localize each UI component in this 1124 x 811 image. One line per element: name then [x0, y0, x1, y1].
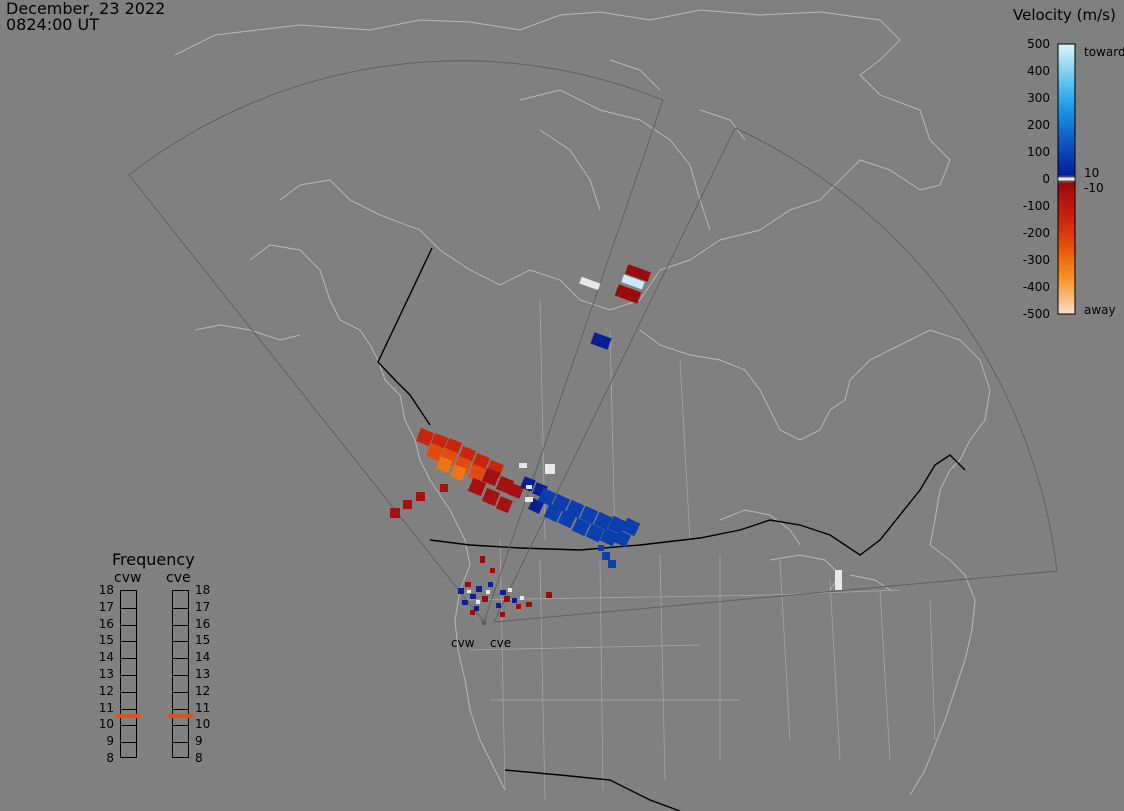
- national-borders: [377, 247, 966, 811]
- frequency-tick: [173, 708, 188, 710]
- frequency-level-label: 13: [98, 667, 114, 681]
- frequency-level-label: 17: [195, 599, 211, 614]
- frequency-title: Frequency: [112, 550, 195, 569]
- fov-cvw-outline: [128, 60, 664, 624]
- colorbar-toward-label: toward: [1084, 45, 1124, 59]
- colorbar-tick-label: 100: [1027, 145, 1050, 159]
- frequency-tick: [121, 691, 136, 693]
- frequency-tick: [173, 725, 188, 727]
- field-of-view: [128, 60, 1058, 624]
- frequency-level-label: 9: [106, 734, 114, 749]
- frequency-level-label: 13: [195, 667, 211, 681]
- coastlines: [174, 9, 991, 796]
- frequency-tick: [121, 725, 136, 727]
- site-label-cve: cve: [490, 636, 512, 650]
- near-range-echoes: [458, 556, 552, 617]
- colorbar-pos-small-label: 10: [1084, 166, 1100, 180]
- frequency-level-label: 18: [195, 583, 211, 597]
- frequency-level-label: 8: [195, 751, 203, 765]
- colorbar-tick-label: 0: [1042, 172, 1050, 186]
- frequency-level-label: 15: [195, 633, 211, 648]
- frequency-level-label: 12: [195, 683, 211, 698]
- frequency-marker-cve: [168, 714, 193, 718]
- frequency-level-label: 11: [195, 700, 211, 715]
- frequency-tick: [121, 641, 136, 643]
- radar-site-markers: [481, 620, 487, 626]
- frequency-tick: [173, 691, 188, 693]
- colorbar-neg-small-label: -10: [1084, 181, 1104, 195]
- fov-cve-outline: [493, 127, 1058, 623]
- coastline-north: [174, 9, 951, 311]
- frequency-level-label: 16: [195, 616, 211, 631]
- frequency-scale-cve: [172, 590, 189, 758]
- frequency-level-label: 9: [195, 734, 203, 749]
- frequency-column-cve: cve: [166, 570, 191, 586]
- colorbar-tick-label: -200: [1022, 226, 1050, 240]
- frequency-tick: [121, 675, 136, 676]
- frequency-tick: [121, 607, 136, 609]
- frequency-tick: [121, 624, 136, 626]
- frequency-tick: [173, 675, 188, 676]
- frequency-level-label: 15: [98, 633, 114, 648]
- coastline-east: [909, 544, 976, 796]
- date-label: December, 23 2022: [6, 0, 166, 18]
- colorbar-tick-label: -300: [1022, 253, 1050, 267]
- colorbar-tick-label: 200: [1027, 118, 1050, 132]
- colorbar-tick-label: 500: [1027, 37, 1050, 51]
- frequency-level-label: 8: [106, 751, 114, 765]
- coastline-alaska: [249, 244, 506, 791]
- frequency-level-label: 18: [98, 583, 114, 597]
- colorbar-tick-label: 400: [1027, 64, 1050, 78]
- coastline-arctic-islands: [519, 59, 746, 231]
- state-province-borders: [464, 299, 936, 801]
- coastline-hudson: [639, 329, 991, 546]
- border-alaska-canada: [377, 247, 433, 426]
- border-us-mexico: [504, 769, 681, 811]
- frequency-tick: [173, 658, 188, 660]
- colorbar-away-label: away: [1084, 303, 1116, 317]
- frequency-tick: [121, 658, 136, 660]
- frequency-marker-cvw: [116, 714, 141, 718]
- frequency-level-label: 17: [98, 599, 114, 614]
- border-canada-us: [429, 454, 966, 556]
- frequency-scale-cvw: [120, 590, 137, 758]
- colorbar-tick-label: -400: [1022, 280, 1050, 294]
- time-label: 0824:00 UT: [6, 15, 100, 34]
- frequency-tick: [121, 708, 136, 710]
- colorbar-tick-label: -500: [1022, 307, 1050, 321]
- frequency-level-label: 14: [98, 650, 114, 665]
- frequency-tick: [173, 607, 188, 609]
- velocity-echoes-cve: [519, 264, 842, 590]
- colorbar-tick-label: -100: [1022, 199, 1050, 213]
- frequency-level-label: 12: [98, 683, 114, 698]
- site-label-cvw: cvw: [451, 636, 475, 650]
- frequency-level-label: 16: [98, 616, 114, 631]
- frequency-tick: [173, 624, 188, 626]
- colorbar-title: Velocity (m/s): [1013, 6, 1116, 24]
- colorbar-tick-label: 300: [1027, 91, 1050, 105]
- frequency-tick: [173, 641, 188, 643]
- coastline-aleutian: [194, 324, 301, 341]
- frequency-tick: [121, 742, 136, 744]
- frequency-level-label: 10: [98, 717, 114, 732]
- frequency-level-label: 10: [195, 717, 211, 732]
- frequency-level-label: 11: [98, 700, 114, 715]
- coastline-great-lakes: [719, 509, 891, 591]
- frequency-column-cvw: cvw: [114, 570, 142, 586]
- velocity-echoes-cvw: [390, 427, 548, 518]
- frequency-level-label: 14: [195, 650, 211, 665]
- frequency-tick: [173, 742, 188, 744]
- site-marker-cvw: [481, 620, 487, 626]
